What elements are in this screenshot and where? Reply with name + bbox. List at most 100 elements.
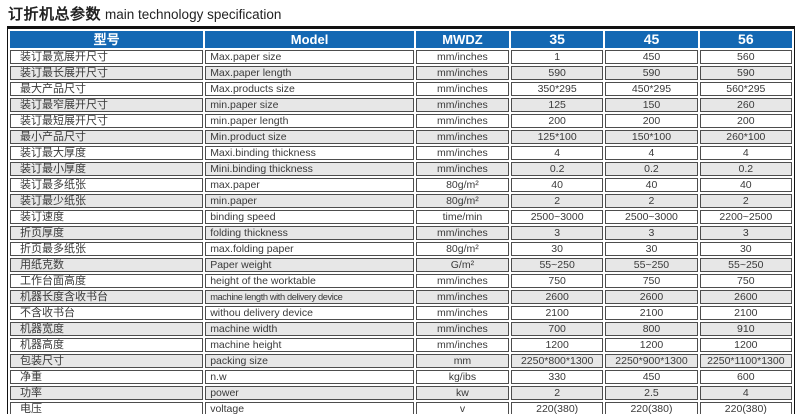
cell-unit: mm/inches [415, 98, 509, 113]
cell-unit: mm/inches [415, 338, 509, 353]
cell-cn: 装订速度 [10, 210, 204, 225]
cell-m45: 55~250 [605, 258, 698, 273]
header-model-en: Model [205, 31, 414, 49]
table-row: 装订速度 binding speed time/min 2500~3000 2500~3… [10, 210, 792, 225]
cell-m35: 590 [510, 66, 604, 81]
cell-unit: mm/inches [415, 322, 509, 337]
cell-en: packing size [205, 354, 414, 369]
table-row: 装订最窄展开尺寸 min.paper size mm/inches 125 150 260 [10, 98, 792, 113]
cell-m45: 2.5 [605, 386, 698, 401]
cell-m56: 55~250 [699, 258, 792, 273]
table-row: 电压 voltage v 220(380) 220(380) 220(380) [10, 402, 792, 414]
cell-unit: G/m² [415, 258, 509, 273]
cell-m56: 2 [699, 194, 792, 209]
cell-m45: 2250*900*1300 [605, 354, 698, 369]
table-row: 机器宽度 machine width mm/inches 700 800 910 [10, 322, 792, 337]
cell-m56: 4 [699, 386, 792, 401]
cell-en: Paper weight [205, 258, 414, 273]
cell-en: machine length with delivery device [205, 290, 414, 305]
cell-m45: 800 [605, 322, 698, 337]
cell-cn: 装订最小厚度 [10, 162, 204, 177]
cell-unit: mm/inches [415, 66, 509, 81]
cell-unit: kw [415, 386, 509, 401]
cell-m56: 2100 [699, 306, 792, 321]
cell-m45: 450 [605, 50, 698, 65]
header-series: MWDZ [415, 31, 509, 49]
cell-m56: 220(380) [699, 402, 792, 414]
cell-en: Mini.binding thickness [205, 162, 414, 177]
spec-table-container: 型号 Model MWDZ 35 45 56 装订最宽展开尺寸 Max.paper… [7, 26, 795, 414]
cell-en: min.paper size [205, 98, 414, 113]
cell-en: Min.product size [205, 130, 414, 145]
cell-en: machine height [205, 338, 414, 353]
cell-cn: 折页最多纸张 [10, 242, 204, 257]
cell-en: n.w [205, 370, 414, 385]
cell-m56: 600 [699, 370, 792, 385]
table-row: 机器高度 machine height mm/inches 1200 1200 1200 [10, 338, 792, 353]
cell-cn: 最小产品尺寸 [10, 130, 204, 145]
cell-unit: mm/inches [415, 114, 509, 129]
cell-m45: 220(380) [605, 402, 698, 414]
cell-m35: 3 [510, 226, 604, 241]
cell-m45: 450*295 [605, 82, 698, 97]
table-row: 净重 n.w kg/ibs 330 450 600 [10, 370, 792, 385]
cell-unit: 80g/m² [415, 178, 509, 193]
cell-en: binding speed [205, 210, 414, 225]
cell-m45: 750 [605, 274, 698, 289]
cell-en: folding thickness [205, 226, 414, 241]
cell-en: Max.products size [205, 82, 414, 97]
cell-m35: 220(380) [510, 402, 604, 414]
cell-en: withou delivery device [205, 306, 414, 321]
cell-cn: 包装尺寸 [10, 354, 204, 369]
cell-m35: 1 [510, 50, 604, 65]
cell-cn: 折页厚度 [10, 226, 204, 241]
cell-cn: 机器长度含收书台 [10, 290, 204, 305]
cell-cn: 最大产品尺寸 [10, 82, 204, 97]
cell-m35: 350*295 [510, 82, 604, 97]
cell-unit: v [415, 402, 509, 414]
cell-cn: 装订最长展开尺寸 [10, 66, 204, 81]
cell-m45: 0.2 [605, 162, 698, 177]
cell-unit: mm/inches [415, 130, 509, 145]
cell-m56: 200 [699, 114, 792, 129]
cell-m56: 910 [699, 322, 792, 337]
cell-m56: 260 [699, 98, 792, 113]
cell-m35: 0.2 [510, 162, 604, 177]
header-model-45: 45 [605, 31, 698, 49]
cell-m35: 700 [510, 322, 604, 337]
cell-unit: mm/inches [415, 306, 509, 321]
table-row: 装订最大厚度 Maxi.binding thickness mm/inches 4 4 4 [10, 146, 792, 161]
cell-unit: mm [415, 354, 509, 369]
cell-unit: time/min [415, 210, 509, 225]
table-row: 装订最长展开尺寸 Max.paper length mm/inches 590 590 5… [10, 66, 792, 81]
cell-m45: 150*100 [605, 130, 698, 145]
cell-m45: 2100 [605, 306, 698, 321]
cell-m45: 40 [605, 178, 698, 193]
cell-m45: 450 [605, 370, 698, 385]
table-row: 功率 power kw 2 2.5 4 [10, 386, 792, 401]
cell-m35: 2600 [510, 290, 604, 305]
cell-cn: 装订最短展开尺寸 [10, 114, 204, 129]
cell-m56: 2200~2500 [699, 210, 792, 225]
cell-m45: 200 [605, 114, 698, 129]
cell-m56: 4 [699, 146, 792, 161]
cell-m56: 30 [699, 242, 792, 257]
cell-en: power [205, 386, 414, 401]
cell-m35: 2250*800*1300 [510, 354, 604, 369]
cell-cn: 机器宽度 [10, 322, 204, 337]
cell-cn: 用纸克数 [10, 258, 204, 273]
cell-m45: 150 [605, 98, 698, 113]
cell-m56: 2250*1100*1300 [699, 354, 792, 369]
cell-m35: 2100 [510, 306, 604, 321]
cell-m56: 0.2 [699, 162, 792, 177]
cell-m35: 2500~3000 [510, 210, 604, 225]
cell-m45: 4 [605, 146, 698, 161]
cell-m35: 2 [510, 194, 604, 209]
table-row: 不含收书台 withou delivery device mm/inches 2100… [10, 306, 792, 321]
cell-m35: 125 [510, 98, 604, 113]
header-row: 型号 Model MWDZ 35 45 56 [10, 31, 792, 49]
cell-m45: 590 [605, 66, 698, 81]
cell-en: voltage [205, 402, 414, 414]
cell-m56: 40 [699, 178, 792, 193]
